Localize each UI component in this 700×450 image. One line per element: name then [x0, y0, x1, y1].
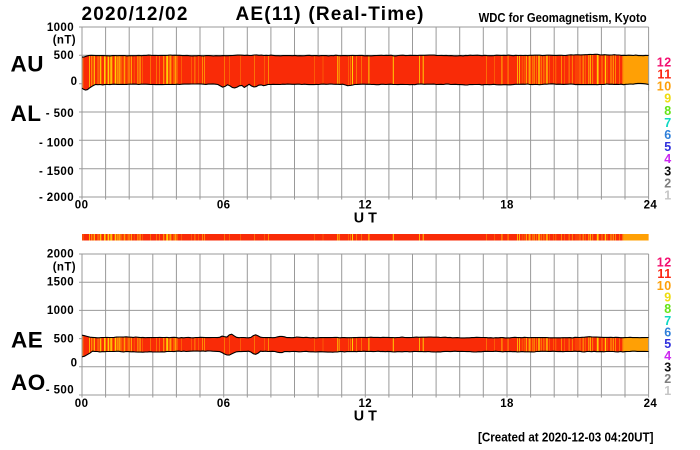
- svg-text:2: 2: [664, 372, 672, 386]
- svg-text:8: 8: [664, 302, 672, 316]
- svg-text:- 2000: - 2000: [39, 192, 74, 204]
- svg-text:WDC for Geomagnetism, Kyoto: WDC for Geomagnetism, Kyoto: [479, 10, 647, 25]
- svg-text:500: 500: [54, 334, 74, 346]
- svg-text:8: 8: [664, 104, 672, 118]
- svg-text:3: 3: [664, 164, 672, 178]
- svg-text:10: 10: [657, 279, 672, 293]
- svg-text:4: 4: [664, 349, 672, 363]
- svg-text:- 1000: - 1000: [39, 138, 74, 150]
- svg-text:AE(11) (Real-Time): AE(11) (Real-Time): [236, 4, 425, 25]
- svg-text:00: 00: [75, 398, 89, 410]
- svg-text:AL: AL: [11, 101, 42, 126]
- svg-text:- 500: - 500: [46, 385, 74, 397]
- svg-text:9: 9: [664, 290, 672, 304]
- svg-text:1000: 1000: [47, 305, 74, 317]
- svg-text:10: 10: [657, 80, 672, 94]
- svg-text:12: 12: [359, 200, 373, 212]
- svg-text:1500: 1500: [47, 277, 74, 289]
- svg-text:[Created at 2020-12-03 04:20UT: [Created at 2020-12-03 04:20UT]: [478, 429, 654, 444]
- svg-text:6: 6: [664, 326, 672, 340]
- svg-text:24: 24: [644, 398, 658, 410]
- svg-text:(nT): (nT): [53, 261, 76, 273]
- svg-text:U T: U T: [354, 409, 377, 425]
- svg-text:1: 1: [664, 384, 672, 398]
- svg-text:7: 7: [664, 314, 672, 328]
- svg-text:5: 5: [664, 140, 672, 154]
- svg-text:1000: 1000: [47, 22, 74, 34]
- svg-text:11: 11: [657, 267, 671, 281]
- svg-text:- 500: - 500: [46, 108, 74, 120]
- svg-text:24: 24: [644, 200, 658, 212]
- svg-text:0: 0: [71, 358, 77, 370]
- svg-text:0: 0: [71, 76, 77, 88]
- svg-text:U T: U T: [354, 210, 377, 226]
- svg-text:2020/12/02: 2020/12/02: [82, 4, 189, 25]
- svg-text:AE: AE: [11, 328, 43, 353]
- svg-text:6: 6: [664, 128, 672, 142]
- svg-text:06: 06: [217, 200, 231, 212]
- svg-text:AU: AU: [11, 51, 45, 76]
- svg-text:18: 18: [500, 398, 514, 410]
- svg-text:12: 12: [359, 398, 373, 410]
- svg-text:9: 9: [664, 92, 672, 106]
- svg-text:- 1500: - 1500: [39, 166, 74, 178]
- svg-text:1: 1: [664, 189, 672, 203]
- svg-text:12: 12: [657, 255, 672, 269]
- svg-text:2: 2: [664, 176, 672, 190]
- svg-text:12: 12: [657, 55, 672, 69]
- svg-text:7: 7: [664, 116, 672, 130]
- svg-text:500: 500: [54, 50, 74, 62]
- svg-text:00: 00: [75, 200, 89, 212]
- svg-text:4: 4: [664, 152, 672, 166]
- svg-text:11: 11: [657, 68, 671, 82]
- svg-text:(nT): (nT): [53, 35, 76, 47]
- svg-text:3: 3: [664, 361, 672, 375]
- svg-text:2000: 2000: [47, 249, 74, 261]
- svg-text:5: 5: [664, 337, 672, 351]
- svg-text:AO: AO: [11, 370, 46, 395]
- svg-text:18: 18: [500, 200, 514, 212]
- svg-text:06: 06: [217, 398, 231, 410]
